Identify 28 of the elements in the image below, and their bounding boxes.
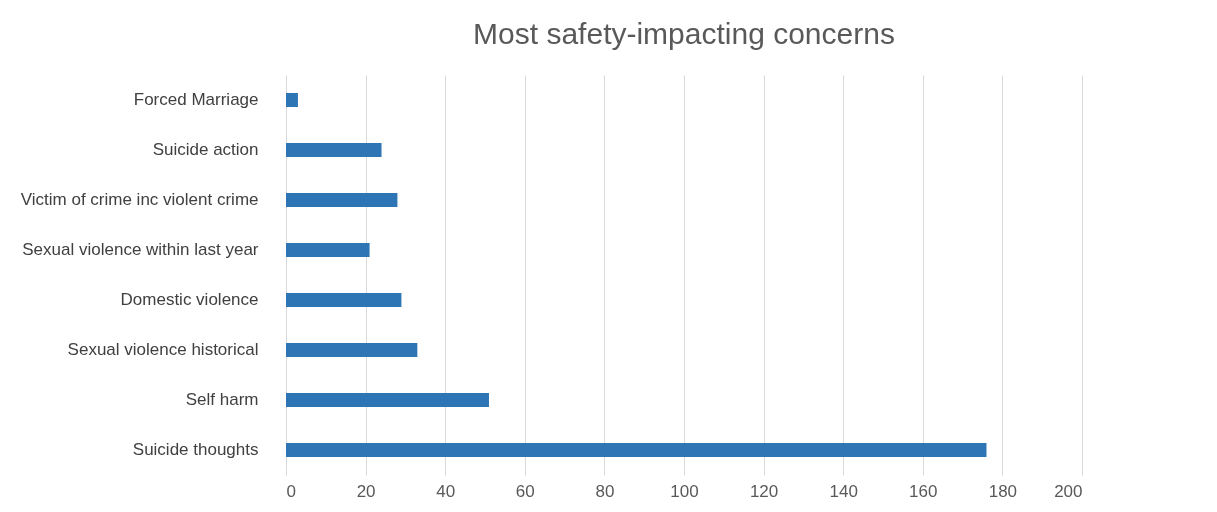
bar	[286, 193, 398, 207]
x-tick-label: 100	[670, 481, 699, 501]
bar	[286, 243, 370, 257]
x-tick-label: 20	[356, 481, 376, 501]
y-tick-label: Suicide thoughts	[132, 440, 259, 459]
bar	[286, 393, 489, 407]
y-tick-label: Domestic violence	[120, 290, 259, 309]
y-tick-label: Sexual violence historical	[67, 340, 259, 359]
x-tick-label: 180	[988, 481, 1018, 501]
x-tick-label: 140	[829, 481, 858, 501]
x-tick-label: 0	[286, 481, 296, 501]
y-tick-label: Sexual violence within last year	[22, 240, 259, 259]
y-tick-label: Victim of crime inc violent crime	[20, 190, 259, 209]
x-tick-label: 200	[1054, 481, 1083, 501]
x-tick-label: 60	[515, 481, 535, 501]
x-tick-label: 160	[909, 481, 938, 501]
x-tick-label: 40	[436, 481, 456, 501]
y-tick-label: Self harm	[185, 390, 259, 409]
bar	[286, 343, 418, 357]
x-tick-label: 120	[749, 481, 779, 501]
chart-title: Most safety-impacting concerns	[473, 17, 895, 50]
bar	[286, 293, 402, 307]
bar	[286, 93, 298, 107]
x-tick-label: 80	[595, 481, 615, 501]
y-tick-label: Suicide action	[152, 140, 259, 159]
y-tick-label: Forced Marriage	[133, 90, 259, 109]
bar	[286, 443, 987, 457]
bar	[286, 143, 382, 157]
